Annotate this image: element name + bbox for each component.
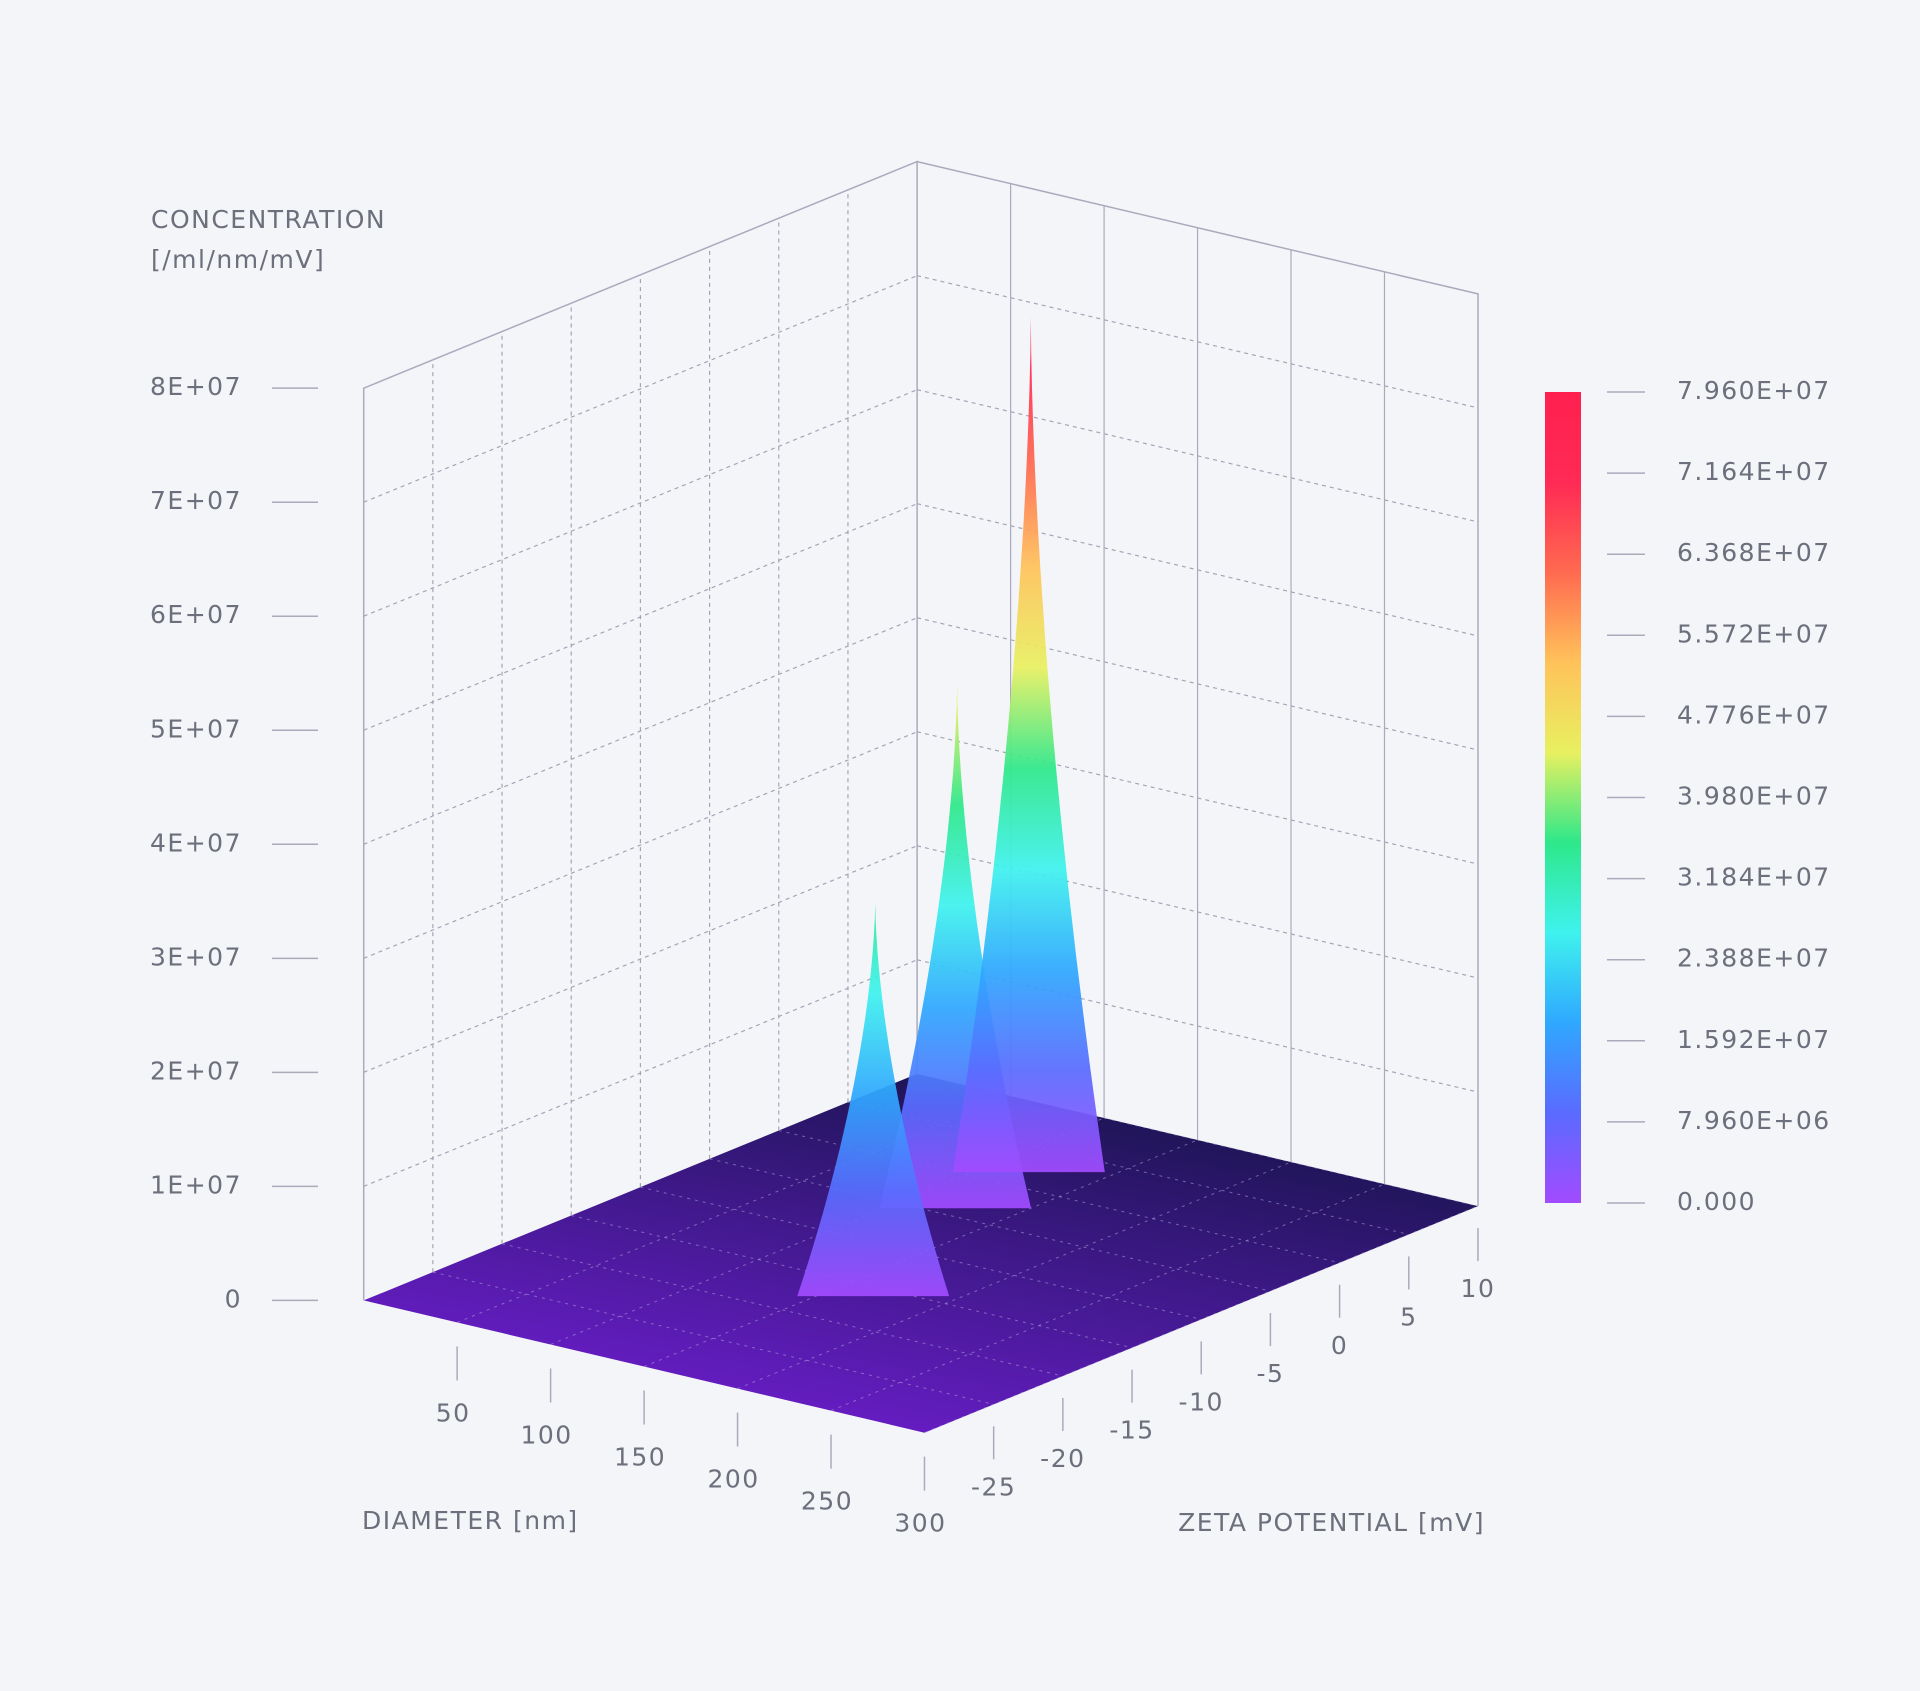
grid-line — [363, 275, 918, 503]
y-tick-label: 5 — [1400, 1302, 1417, 1331]
x-tick-label: 50 — [436, 1398, 471, 1427]
back-wall-edge — [916, 160, 1479, 1207]
floor-grid-line — [709, 1158, 1271, 1292]
z-tick-label: 3E+07 — [150, 942, 242, 971]
x-tick-label: 100 — [521, 1420, 573, 1449]
y-tick-label: -15 — [1109, 1416, 1154, 1445]
z-tick-label: 4E+07 — [150, 828, 242, 857]
floor-grid-line — [643, 1139, 1198, 1367]
colorbar — [1545, 392, 1581, 1203]
y-axis-title: ZETA POTENTIAL [mV] — [1178, 1508, 1485, 1537]
colorbar-tick-label: 2.388E+07 — [1677, 944, 1831, 973]
peak — [952, 316, 1105, 1173]
colorbar-tick-label: 4.776E+07 — [1677, 700, 1831, 729]
x-tick-label: 250 — [801, 1487, 853, 1516]
colorbar-tick-label: 1.592E+07 — [1677, 1025, 1831, 1054]
floor-grid-line — [501, 1243, 1063, 1377]
y-tick-label: -10 — [1179, 1387, 1224, 1416]
z-tick-label: 8E+07 — [150, 372, 242, 401]
peak — [797, 902, 950, 1297]
y-tick-label: -25 — [971, 1472, 1016, 1501]
y-tick-label: -20 — [1040, 1444, 1085, 1473]
y-tick-label: 0 — [1331, 1331, 1348, 1360]
x-tick-label: 200 — [707, 1465, 759, 1494]
z-tick-label: 2E+07 — [150, 1056, 242, 1085]
colorbar-tick-label: 0.000 — [1677, 1187, 1756, 1216]
z-axis-unit: [/ml/nm/mV] — [151, 245, 325, 274]
colorbar-tick-label: 5.572E+07 — [1677, 619, 1831, 648]
z-tick-label: 0 — [225, 1284, 242, 1313]
z-tick-label: 7E+07 — [150, 486, 242, 515]
floor-grid-line — [924, 1205, 1479, 1434]
grid-line — [363, 845, 918, 1073]
y-tick-label: 10 — [1461, 1274, 1496, 1303]
grid-line — [363, 731, 918, 959]
z-tick-label: 6E+07 — [150, 600, 242, 629]
colorbar-tick-label: 3.980E+07 — [1677, 782, 1831, 811]
z-axis-title: CONCENTRATION — [151, 205, 386, 234]
floor-grid-line — [737, 1161, 1292, 1390]
z-tick-label: 1E+07 — [150, 1170, 242, 1199]
colorbar-tick-label: 7.960E+06 — [1677, 1106, 1831, 1135]
grid-line — [363, 389, 918, 617]
floor-grid-line — [830, 1183, 1385, 1412]
colorbar-tick-label: 7.164E+07 — [1677, 457, 1831, 486]
colorbar-tick-label: 3.184E+07 — [1677, 863, 1831, 892]
x-tick-label: 300 — [894, 1509, 946, 1538]
y-tick-label: -5 — [1256, 1359, 1284, 1388]
x-axis-title: DIAMETER [nm] — [362, 1506, 579, 1535]
colorbar-tick-label: 7.960E+07 — [1677, 376, 1831, 405]
floor-grid-line — [432, 1271, 994, 1405]
colorbar-tick-label: 6.368E+07 — [1677, 538, 1831, 567]
x-tick-label: 150 — [614, 1443, 666, 1472]
z-tick-label: 5E+07 — [150, 714, 242, 743]
